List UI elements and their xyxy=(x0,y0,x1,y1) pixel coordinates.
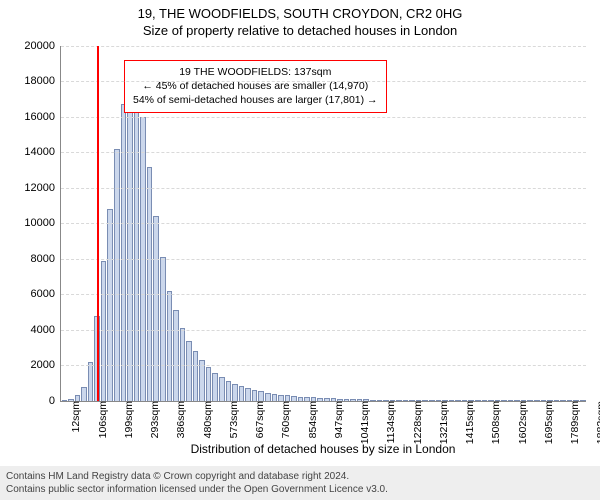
gridline xyxy=(61,117,586,118)
histogram-bar xyxy=(81,387,87,401)
histogram-bar xyxy=(107,209,113,401)
x-tick-label: 480sqm xyxy=(198,401,214,438)
x-tick-label: 1134sqm xyxy=(381,401,397,443)
x-tick-label: 1695sqm xyxy=(539,401,555,444)
y-tick-label: 6000 xyxy=(31,288,61,300)
x-tick-label: 1228sqm xyxy=(408,401,424,444)
histogram-bar xyxy=(501,400,507,401)
histogram-bar xyxy=(167,291,173,401)
histogram-bar xyxy=(186,341,192,401)
histogram-bar xyxy=(193,351,199,401)
histogram-bar xyxy=(252,390,258,401)
x-tick-label: 12sqm xyxy=(66,401,82,433)
y-tick-label: 18000 xyxy=(24,75,61,87)
histogram-bar xyxy=(272,394,278,401)
histogram-bar xyxy=(226,381,232,401)
gridline xyxy=(61,188,586,189)
y-tick-label: 2000 xyxy=(31,359,61,371)
histogram-bar xyxy=(291,396,297,401)
x-tick-label: 199sqm xyxy=(119,401,135,438)
x-tick-label: 1508sqm xyxy=(486,401,502,444)
y-tick-label: 20000 xyxy=(24,40,61,52)
gridline xyxy=(61,46,586,47)
y-tick-label: 14000 xyxy=(24,146,61,158)
histogram-bar xyxy=(206,367,212,401)
y-tick-label: 16000 xyxy=(24,111,61,123)
x-tick-label: 1882sqm xyxy=(591,401,600,444)
footer: Contains HM Land Registry data © Crown c… xyxy=(0,466,600,500)
histogram-bar xyxy=(219,377,225,401)
gridline xyxy=(61,294,586,295)
y-tick-label: 8000 xyxy=(31,253,61,265)
x-tick-label: 386sqm xyxy=(171,401,187,438)
histogram-bar xyxy=(173,310,179,401)
y-tick-label: 12000 xyxy=(24,182,61,194)
histogram-bar xyxy=(232,384,238,401)
x-tick-label: 947sqm xyxy=(329,401,345,438)
gridline xyxy=(61,365,586,366)
histogram-bar xyxy=(121,104,127,401)
plot-area: 19 THE WOODFIELDS: 137sqm ← 45% of detac… xyxy=(60,46,586,402)
marker-line xyxy=(97,46,99,401)
annotation-line1: 19 THE WOODFIELDS: 137sqm xyxy=(133,65,378,79)
y-tick-label: 0 xyxy=(49,395,61,407)
histogram-bar xyxy=(245,388,251,401)
x-tick-label: 854sqm xyxy=(303,401,319,438)
gridline xyxy=(61,152,586,153)
y-tick-label: 4000 xyxy=(31,324,61,336)
histogram-bar xyxy=(114,149,120,401)
histogram-bar xyxy=(134,83,140,401)
gridline xyxy=(61,223,586,224)
x-tick-label: 667sqm xyxy=(250,401,266,438)
x-tick-label: 760sqm xyxy=(276,401,292,438)
histogram-bar xyxy=(212,373,218,401)
annotation-line3: 54% of semi-detached houses are larger (… xyxy=(133,93,378,107)
histogram-bar xyxy=(88,362,94,401)
x-tick-label: 1415sqm xyxy=(460,401,476,444)
title-line1: 19, THE WOODFIELDS, SOUTH CROYDON, CR2 0… xyxy=(0,6,600,23)
x-tick-label: 573sqm xyxy=(224,401,240,438)
histogram-bar xyxy=(396,400,402,401)
chart-title: 19, THE WOODFIELDS, SOUTH CROYDON, CR2 0… xyxy=(0,0,600,42)
histogram-bar xyxy=(127,78,133,401)
x-tick-label: 293sqm xyxy=(145,401,161,438)
x-tick-label: 106sqm xyxy=(93,401,109,438)
x-tick-label: 1602sqm xyxy=(513,401,529,444)
gridline xyxy=(61,259,586,260)
histogram-bar xyxy=(265,393,271,401)
gridline xyxy=(61,330,586,331)
y-tick-label: 10000 xyxy=(24,217,61,229)
histogram-bar xyxy=(153,216,159,401)
x-tick-label: 1321sqm xyxy=(434,401,450,444)
annotation-box: 19 THE WOODFIELDS: 137sqm ← 45% of detac… xyxy=(124,60,387,113)
plot-zone: Number of detached properties 19 THE WOO… xyxy=(60,46,586,466)
title-line2: Size of property relative to detached ho… xyxy=(0,23,600,40)
gridline xyxy=(61,81,586,82)
x-axis-title: Distribution of detached houses by size … xyxy=(60,442,586,456)
x-tick-label: 1789sqm xyxy=(565,401,581,444)
chart-container: 19, THE WOODFIELDS, SOUTH CROYDON, CR2 0… xyxy=(0,0,600,500)
histogram-bar xyxy=(258,391,264,401)
footer-line2: Contains public sector information licen… xyxy=(6,483,594,496)
histogram-bar xyxy=(239,386,245,401)
footer-line1: Contains HM Land Registry data © Crown c… xyxy=(6,470,594,483)
x-tick-label: 1041sqm xyxy=(355,401,371,444)
